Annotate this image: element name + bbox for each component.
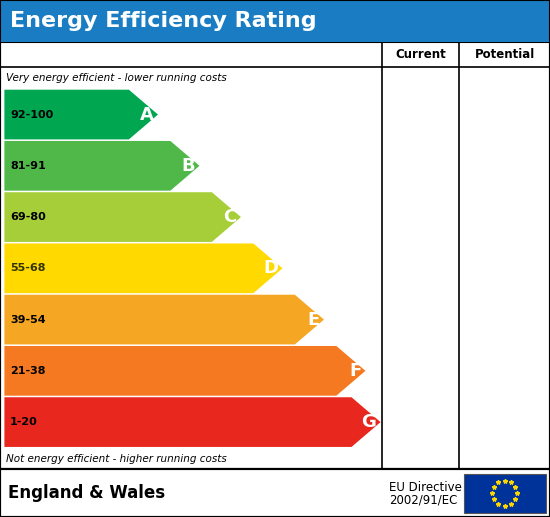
Text: 55-68: 55-68 [10, 263, 46, 273]
Text: 92-100: 92-100 [10, 110, 53, 119]
Text: 39-54: 39-54 [10, 314, 46, 325]
Text: Not energy efficient - higher running costs: Not energy efficient - higher running co… [6, 453, 226, 464]
Text: D: D [263, 260, 278, 277]
Polygon shape [4, 90, 158, 140]
Text: Current: Current [395, 48, 446, 62]
Text: Potential: Potential [475, 48, 535, 62]
Polygon shape [4, 295, 324, 344]
Text: 1-20: 1-20 [10, 417, 37, 427]
Text: Very energy efficient - lower running costs: Very energy efficient - lower running co… [6, 73, 226, 83]
Text: England & Wales: England & Wales [8, 484, 166, 502]
Bar [0, 42, 550, 469]
Text: G: G [361, 413, 376, 431]
Text: E: E [307, 311, 320, 329]
Bar [464, 474, 546, 513]
Text: 2002/91/EC: 2002/91/EC [389, 494, 457, 507]
Text: 69-80: 69-80 [10, 212, 46, 222]
Polygon shape [4, 346, 365, 396]
Text: EU Directive: EU Directive [389, 481, 461, 494]
Polygon shape [4, 141, 200, 191]
Bar [0, 469, 550, 517]
Text: B: B [182, 157, 195, 175]
Text: Energy Efficiency Rating: Energy Efficiency Rating [10, 11, 317, 31]
Text: A: A [140, 105, 154, 124]
Polygon shape [4, 192, 241, 242]
Text: 81-91: 81-91 [10, 161, 46, 171]
Bar [0, 0, 550, 42]
Text: 21-38: 21-38 [10, 366, 46, 376]
Polygon shape [4, 397, 381, 447]
Text: C: C [223, 208, 236, 226]
Polygon shape [4, 244, 283, 293]
Text: F: F [349, 362, 361, 380]
